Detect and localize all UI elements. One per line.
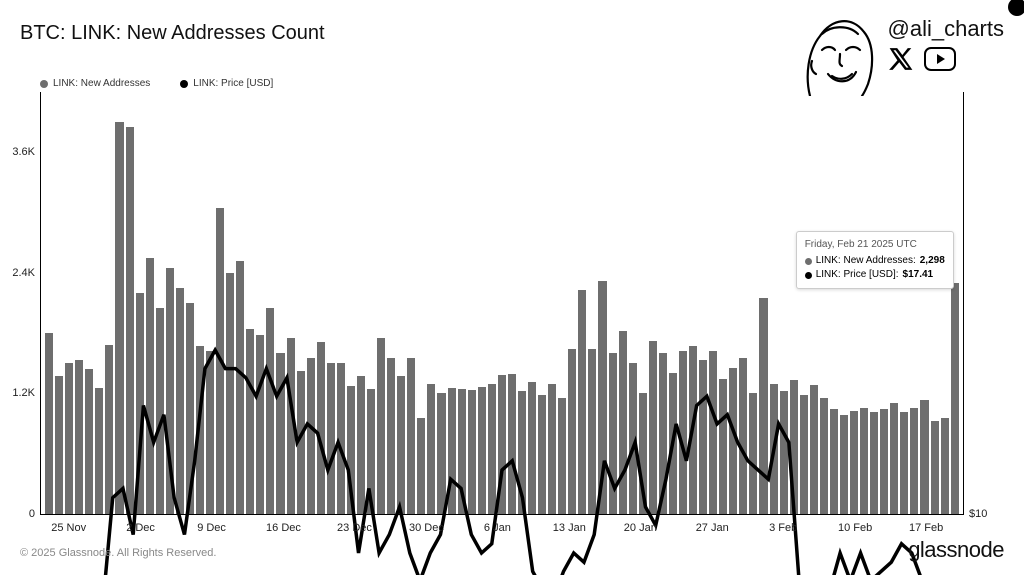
x-axis-tick: 3 Feb	[769, 522, 797, 534]
tooltip-label-addresses: LINK: New Addresses:	[816, 254, 916, 268]
legend-label-price: LINK: Price [USD]	[193, 78, 273, 89]
tooltip-swatch-price	[805, 272, 812, 279]
legend-swatch-price	[180, 80, 188, 88]
x-axis-tick: 9 Dec	[197, 522, 226, 534]
x-axis-tick: 20 Jan	[624, 522, 657, 534]
chart-plot-area[interactable]: Friday, Feb 21 2025 UTC LINK: New Addres…	[40, 92, 964, 515]
x-twitter-icon[interactable]	[888, 46, 914, 72]
x-axis-tick: 25 Nov	[51, 522, 86, 534]
chart-title: BTC: LINK: New Addresses Count	[20, 22, 325, 45]
y-axis-tick: 2.4K	[1, 267, 35, 279]
author-avatar-illustration	[790, 6, 880, 96]
author-branding: @ali_charts	[790, 6, 1005, 96]
legend-label-addresses: LINK: New Addresses	[53, 78, 150, 89]
tooltip-value-addresses: 2,298	[920, 254, 945, 268]
legend-swatch-addresses	[40, 80, 48, 88]
footer-brand: glassnode	[908, 537, 1004, 563]
x-axis-tick: 6 Jan	[484, 522, 511, 534]
legend-item-price: LINK: Price [USD]	[180, 78, 273, 89]
tooltip-date: Friday, Feb 21 2025 UTC	[805, 238, 945, 252]
y-axis-tick: 0	[1, 508, 35, 520]
author-handle: @ali_charts	[888, 16, 1005, 42]
corner-indicator-right	[1008, 0, 1024, 16]
x-axis-tick: 10 Feb	[838, 522, 872, 534]
x-axis-tick: 27 Jan	[696, 522, 729, 534]
chart-legend: LINK: New Addresses LINK: Price [USD]	[40, 78, 273, 89]
x-axis-tick: 13 Jan	[553, 522, 586, 534]
y-axis-right-tick: $10	[969, 508, 1003, 520]
footer-copyright: © 2025 Glassnode. All Rights Reserved.	[20, 547, 216, 559]
y-axis-tick: 1.2K	[1, 387, 35, 399]
x-axis-tick: 16 Dec	[266, 522, 301, 534]
tooltip-value-price: $17.41	[903, 268, 934, 282]
x-axis-tick: 30 Dec	[409, 522, 444, 534]
legend-item-addresses: LINK: New Addresses	[40, 78, 150, 89]
y-axis-tick: 3.6K	[1, 146, 35, 158]
chart-tooltip: Friday, Feb 21 2025 UTC LINK: New Addres…	[796, 231, 954, 289]
x-axis-tick: 17 Feb	[909, 522, 943, 534]
youtube-icon[interactable]	[924, 46, 956, 72]
x-axis-tick: 2 Dec	[126, 522, 155, 534]
x-axis-tick: 23 Dec	[337, 522, 372, 534]
price-line	[41, 350, 963, 575]
line-series	[41, 92, 963, 575]
tooltip-label-price: LINK: Price [USD]:	[816, 268, 899, 282]
tooltip-swatch-addresses	[805, 258, 812, 265]
